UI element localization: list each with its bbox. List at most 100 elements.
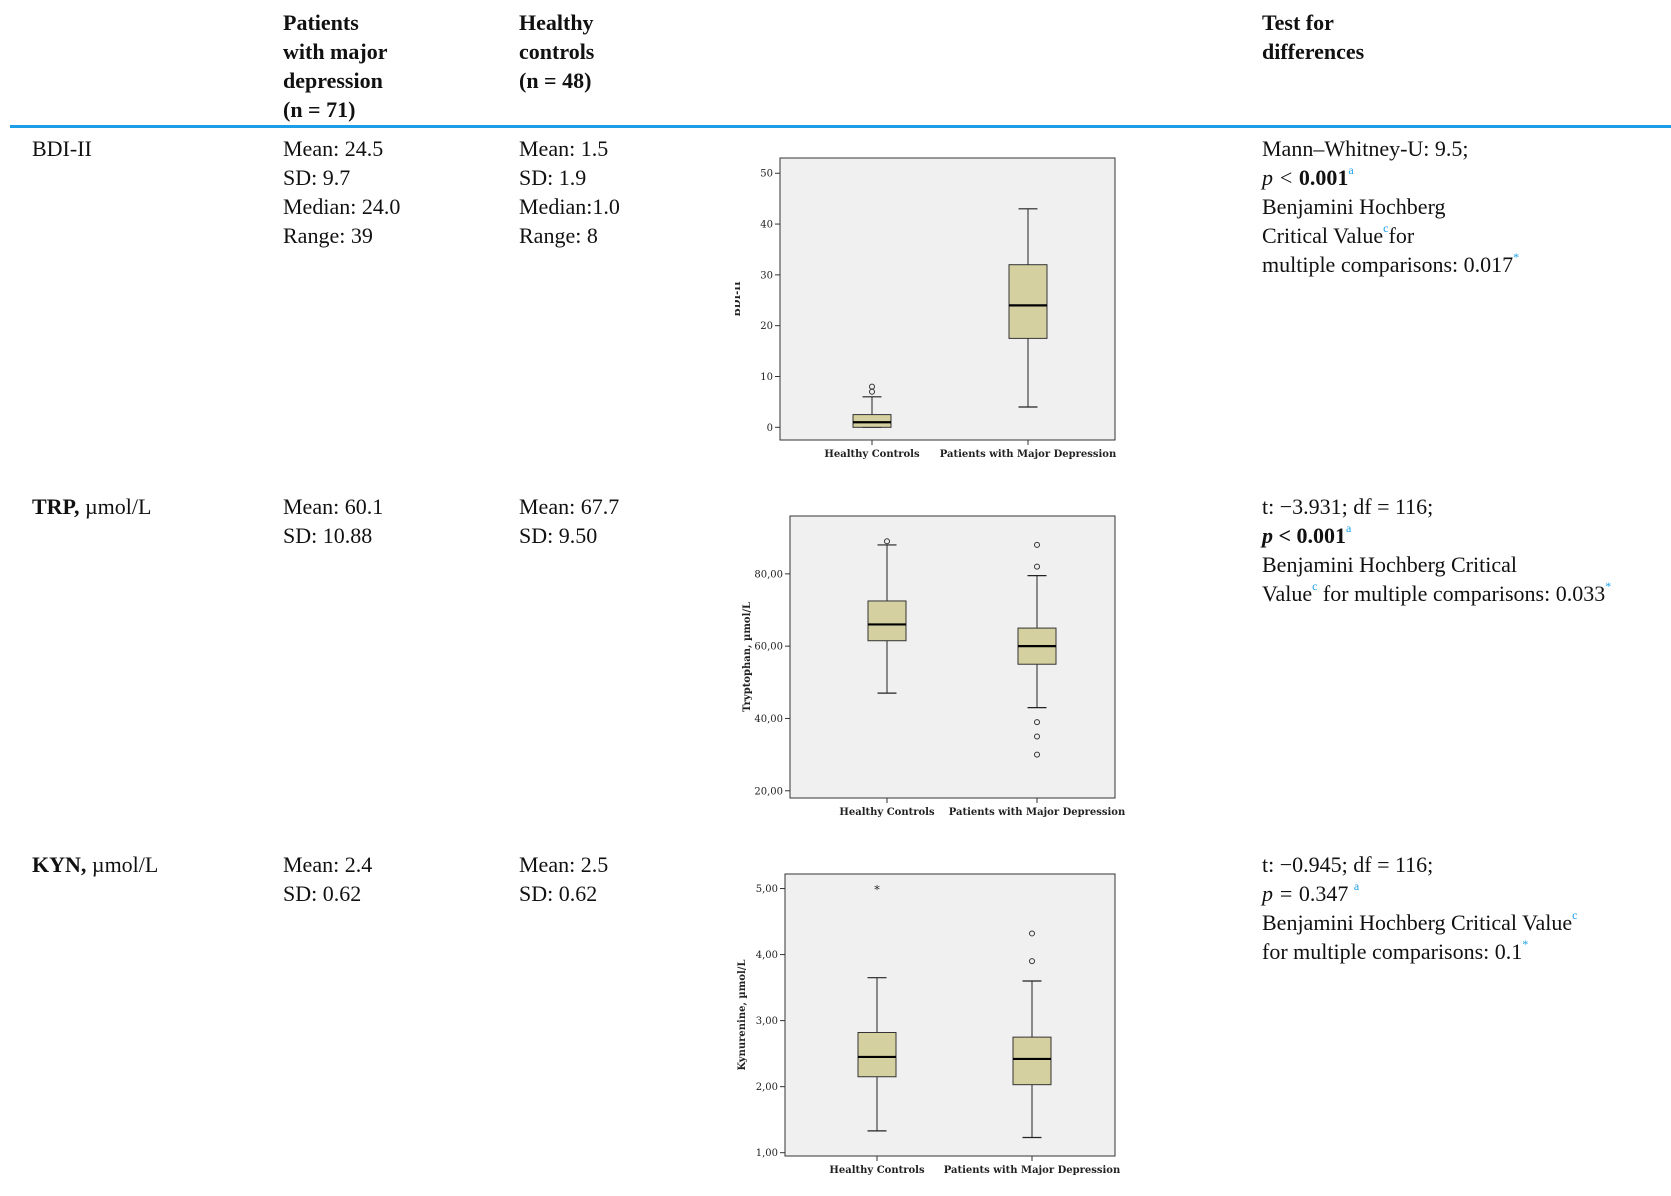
p-value-line: p < 0.001a (1262, 163, 1519, 192)
row-label: TRP, µmol/L (32, 492, 151, 521)
y-tick-label: 20 (760, 321, 773, 332)
stat-line: SD: 0.62 (283, 881, 362, 906)
test-line: for multiple comparisons: 0.1* (1262, 937, 1578, 966)
y-tick-label: 10 (760, 372, 773, 383)
test-line: t: −3.931; df = 116; (1262, 494, 1434, 519)
p-prefix: p < (1262, 165, 1299, 190)
y-tick-label: 30 (760, 270, 773, 281)
header-controls: Healthy controls (n = 48) (519, 8, 594, 95)
test-line: Benjamini Hochberg Critical (1262, 552, 1517, 577)
x-tick-label: Patients with Major Depression (940, 449, 1117, 460)
x-tick-label: Healthy Controls (839, 807, 935, 818)
plot-area (784, 873, 1116, 1157)
patients-stats: Mean: 2.4 SD: 0.62 (283, 850, 372, 908)
boxplot-kynurenine: 1,00 2,00 3,00 4,00 5,00 Kynurenine, µmol/L * H… (735, 866, 1155, 1186)
y-tick-label: 2,00 (756, 1082, 778, 1093)
outlier-point (1029, 958, 1035, 965)
header-patients: Patients with major depression (n = 71) (283, 8, 387, 124)
y-axis-label: Kynurenine, µmol/L (737, 960, 748, 1071)
boxplot-kynurenine-svg: 1,00 2,00 3,00 4,00 5,00 Kynurenine, µmol/L * H… (737, 873, 1121, 1176)
test-text: for multiple comparisons: 0.1 (1262, 939, 1523, 964)
y-tick-label: 4,00 (756, 950, 778, 961)
footnote-mark: * (1513, 249, 1520, 264)
controls-stats: Mean: 67.7 SD: 9.50 (519, 492, 619, 550)
test-text: for (1388, 223, 1415, 248)
y-axis-label: Tryptophan, µmol/L (742, 602, 753, 712)
patients-stats: Mean: 60.1 SD: 10.88 (283, 492, 383, 550)
y-tick-label: 60,00 (754, 642, 783, 653)
row-label-bold: KYN, (32, 852, 87, 877)
x-tick-label: Patients with Major Depression (949, 807, 1126, 818)
p-value: 0.001 (1298, 165, 1349, 190)
stat-line: Median: 24.0 (283, 194, 401, 219)
y-tick-label: 50 (760, 169, 773, 180)
header-controls-line: (n = 48) (519, 68, 592, 93)
stat-line: Mean: 2.4 (283, 852, 373, 877)
outlier-point (1034, 733, 1040, 740)
test-result: t: −0.945; df = 116; p = 0.347 a Benjami… (1262, 850, 1578, 966)
p-prefix: p < (1262, 523, 1297, 548)
footnote-mark: * (1522, 936, 1529, 951)
y-axis-label: BDI-II (735, 281, 743, 317)
p-value: 0.001 (1296, 523, 1347, 548)
outlier-point (1034, 719, 1040, 726)
p-prefix: p = (1262, 881, 1299, 906)
header-controls-line: Healthy (519, 10, 594, 35)
footnote-mark: a (1346, 520, 1352, 535)
box (852, 414, 892, 428)
y-tick-label: 1,00 (756, 1148, 778, 1159)
row-label-bold: TRP, (32, 494, 80, 519)
p-value-line: p = 0.347 a (1262, 879, 1578, 908)
stat-line: SD: 0.62 (519, 881, 598, 906)
outlier-point (1034, 563, 1040, 570)
patients-stats: Mean: 24.5 SD: 9.7 Median: 24.0 Range: 3… (283, 134, 400, 250)
y-tick-label: 3,00 (756, 1016, 778, 1027)
test-line: Benjamini Hochberg Critical Valuec (1262, 908, 1578, 937)
stat-line: Median:1.0 (519, 194, 620, 219)
test-line: Mann–Whitney-U: 9.5; (1262, 136, 1469, 161)
row-label-text: µmol/L (79, 494, 152, 519)
y-tick-label: 0 (767, 423, 773, 434)
x-tick-label: Healthy Controls (829, 1165, 925, 1176)
stat-line: Mean: 60.1 (283, 494, 384, 519)
row-label-text: BDI-II (32, 136, 92, 161)
footnote-mark: a (1348, 162, 1354, 177)
outlier-point (1029, 930, 1035, 937)
x-tick-label: Healthy Controls (824, 449, 920, 460)
outlier-point (884, 538, 890, 545)
stat-line: Range: 39 (283, 223, 373, 248)
plot-area (789, 515, 1116, 799)
outlier-point (1034, 751, 1040, 758)
test-text: for multiple comparisons: 0.033 (1317, 581, 1606, 606)
footnote-mark: a (1353, 878, 1360, 893)
p-value: 0.347 (1298, 881, 1349, 906)
controls-stats: Mean: 2.5 SD: 0.62 (519, 850, 608, 908)
row-label: BDI-II (32, 134, 92, 163)
y-tick-label: 20,00 (754, 786, 783, 797)
header-patients-line: depression (283, 68, 383, 93)
stat-line: SD: 9.7 (283, 165, 351, 190)
y-tick-label: 5,00 (756, 884, 778, 895)
extreme-point: * (874, 884, 880, 897)
header-test: Test for differences (1262, 8, 1364, 66)
p-value-line: p < 0.001a (1262, 521, 1611, 550)
header-patients-line: (n = 71) (283, 97, 356, 122)
outlier-point (869, 383, 875, 390)
row-label-text: µmol/L (86, 852, 159, 877)
stat-line: SD: 10.88 (283, 523, 373, 548)
test-result: t: −3.931; df = 116; p < 0.001a Benjamin… (1262, 492, 1611, 608)
test-line: Valuec for multiple comparisons: 0.033* (1262, 579, 1611, 608)
stat-line: SD: 1.9 (519, 165, 587, 190)
boxplot-bdi-svg: 0 10 20 30 40 50 BDI-II Healthy Controls Patient… (735, 157, 1117, 460)
footnote-mark: c (1383, 220, 1389, 235)
test-line: multiple comparisons: 0.017* (1262, 250, 1519, 279)
header-rule (10, 125, 1671, 128)
test-result: Mann–Whitney-U: 9.5; p < 0.001a Benjamin… (1262, 134, 1519, 279)
footnote-mark: c (1572, 907, 1578, 922)
boxplot-tryptophan: 20,00 40,00 60,00 80,00 Tryptophan, µmol/L He… (735, 508, 1155, 828)
boxplot-tryptophan-svg: 20,00 40,00 60,00 80,00 Tryptophan, µmol/L He… (742, 515, 1126, 818)
outlier-point (1034, 541, 1040, 548)
stat-line: Range: 8 (519, 223, 598, 248)
test-line: Critical Valuecfor (1262, 221, 1519, 250)
stat-line: Mean: 67.7 (519, 494, 620, 519)
